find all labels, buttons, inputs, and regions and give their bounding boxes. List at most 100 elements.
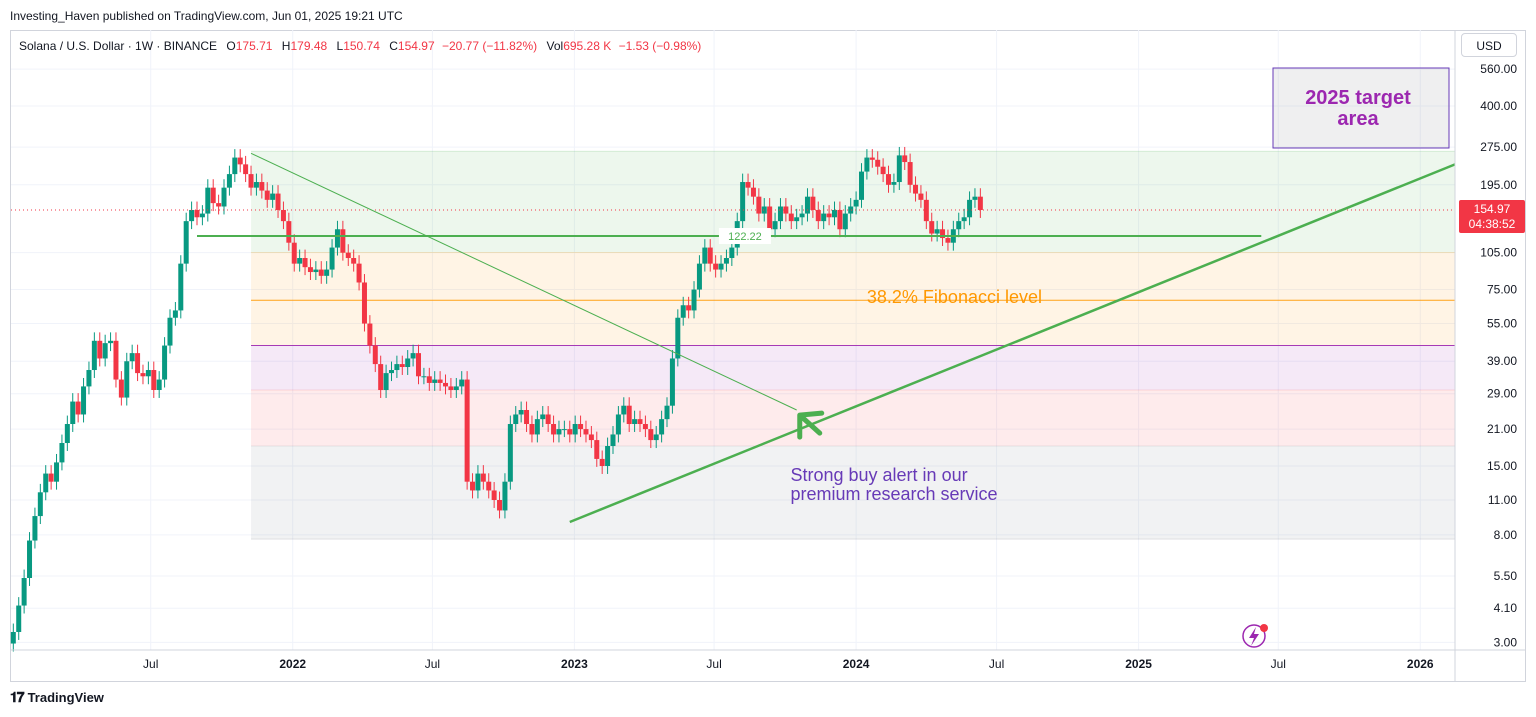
candle-body <box>853 199 859 207</box>
candle-body <box>756 196 762 214</box>
candle <box>108 332 114 352</box>
x-tick-label: Jul <box>143 657 158 671</box>
candle-body <box>626 405 632 425</box>
candle-body <box>777 206 783 222</box>
candle <box>691 281 697 319</box>
candle <box>118 371 124 406</box>
candle-body <box>453 386 459 391</box>
candle <box>859 163 865 208</box>
candle <box>221 179 227 215</box>
candle <box>875 151 881 175</box>
candle-body <box>702 247 708 264</box>
candle-body <box>405 358 411 368</box>
candle-body <box>291 242 297 264</box>
candle-body <box>108 340 114 344</box>
candle-body <box>810 196 816 210</box>
candle <box>410 344 416 367</box>
candle <box>16 597 22 640</box>
candle <box>270 185 276 208</box>
candle-body <box>183 221 189 264</box>
candle <box>91 332 97 378</box>
candle-body <box>621 405 627 415</box>
candle-body <box>313 269 319 273</box>
bar-countdown: 04:38:52 <box>1468 217 1516 231</box>
candle <box>615 406 621 443</box>
candle <box>848 198 854 222</box>
candle <box>415 344 421 385</box>
candle-body <box>432 379 438 383</box>
candle-body <box>475 473 481 491</box>
symbol-name: Solana / U.S. Dollar · 1W · BINANCE <box>19 39 218 53</box>
candle <box>205 179 211 222</box>
candle-body <box>518 409 524 415</box>
candle-body <box>848 206 854 214</box>
tradingview-footer[interactable]: 𝟏𝟕 TradingView <box>10 689 104 706</box>
candle <box>777 198 783 230</box>
close-label: C <box>389 39 398 53</box>
candle-body <box>896 155 902 183</box>
candle <box>318 261 324 284</box>
candle-body <box>253 182 259 188</box>
candle <box>491 482 497 508</box>
candle-body <box>410 353 416 359</box>
candle <box>610 426 616 454</box>
candle-body <box>351 258 357 264</box>
candle-body <box>913 184 919 194</box>
candle-body <box>497 499 503 511</box>
candle-body <box>437 379 443 383</box>
candle <box>351 249 357 272</box>
candle <box>399 355 405 375</box>
candle <box>524 401 530 432</box>
tradingview-brand: TradingView <box>27 690 104 705</box>
candle-body <box>243 164 249 175</box>
y-tick-label: 55.00 <box>1487 317 1517 331</box>
candle-body <box>16 605 22 632</box>
candle <box>837 201 843 238</box>
candle <box>291 234 297 272</box>
candle <box>556 420 562 443</box>
fib-label: 38.2% Fibonacci level <box>867 287 1042 307</box>
candle-body <box>831 209 837 218</box>
candle-body <box>75 401 81 415</box>
candle-body <box>772 221 778 230</box>
candle <box>913 176 919 202</box>
candle-body <box>43 473 49 493</box>
candle <box>632 410 638 432</box>
candle <box>480 465 486 490</box>
tradingview-logo-icon: 𝟏𝟕 <box>10 689 25 705</box>
candle <box>54 453 60 490</box>
candle-body <box>745 182 751 188</box>
candle <box>713 255 719 278</box>
candle-body <box>421 376 427 378</box>
candle-body <box>572 424 578 435</box>
candle <box>199 205 205 226</box>
candle <box>426 367 432 391</box>
candle-body <box>534 419 540 435</box>
x-tick-label: Jul <box>1271 657 1286 671</box>
candle-body <box>156 379 162 391</box>
candle-body <box>880 166 886 175</box>
currency-button[interactable]: USD <box>1461 33 1517 57</box>
candle <box>421 367 427 385</box>
candle <box>361 274 367 332</box>
candle <box>956 212 962 238</box>
y-tick-label: 4.10 <box>1494 601 1518 615</box>
candle-body <box>945 238 951 243</box>
candle <box>977 188 983 218</box>
candle <box>264 182 270 208</box>
candle <box>923 191 929 230</box>
candle-body <box>815 209 821 222</box>
candle-body <box>340 229 346 253</box>
candle <box>740 173 746 230</box>
candle-body <box>664 405 670 420</box>
buy-note-line1: Strong buy alert in our <box>790 465 967 485</box>
high-label: H <box>281 39 291 53</box>
candle-body <box>686 305 692 311</box>
target-box-line2: area <box>1337 108 1379 130</box>
chart-frame[interactable] <box>10 30 1526 682</box>
candle-body <box>972 196 978 200</box>
candle-body <box>723 258 729 264</box>
y-tick-label: 105.00 <box>1480 246 1517 260</box>
x-tick-label: 2024 <box>843 657 870 671</box>
